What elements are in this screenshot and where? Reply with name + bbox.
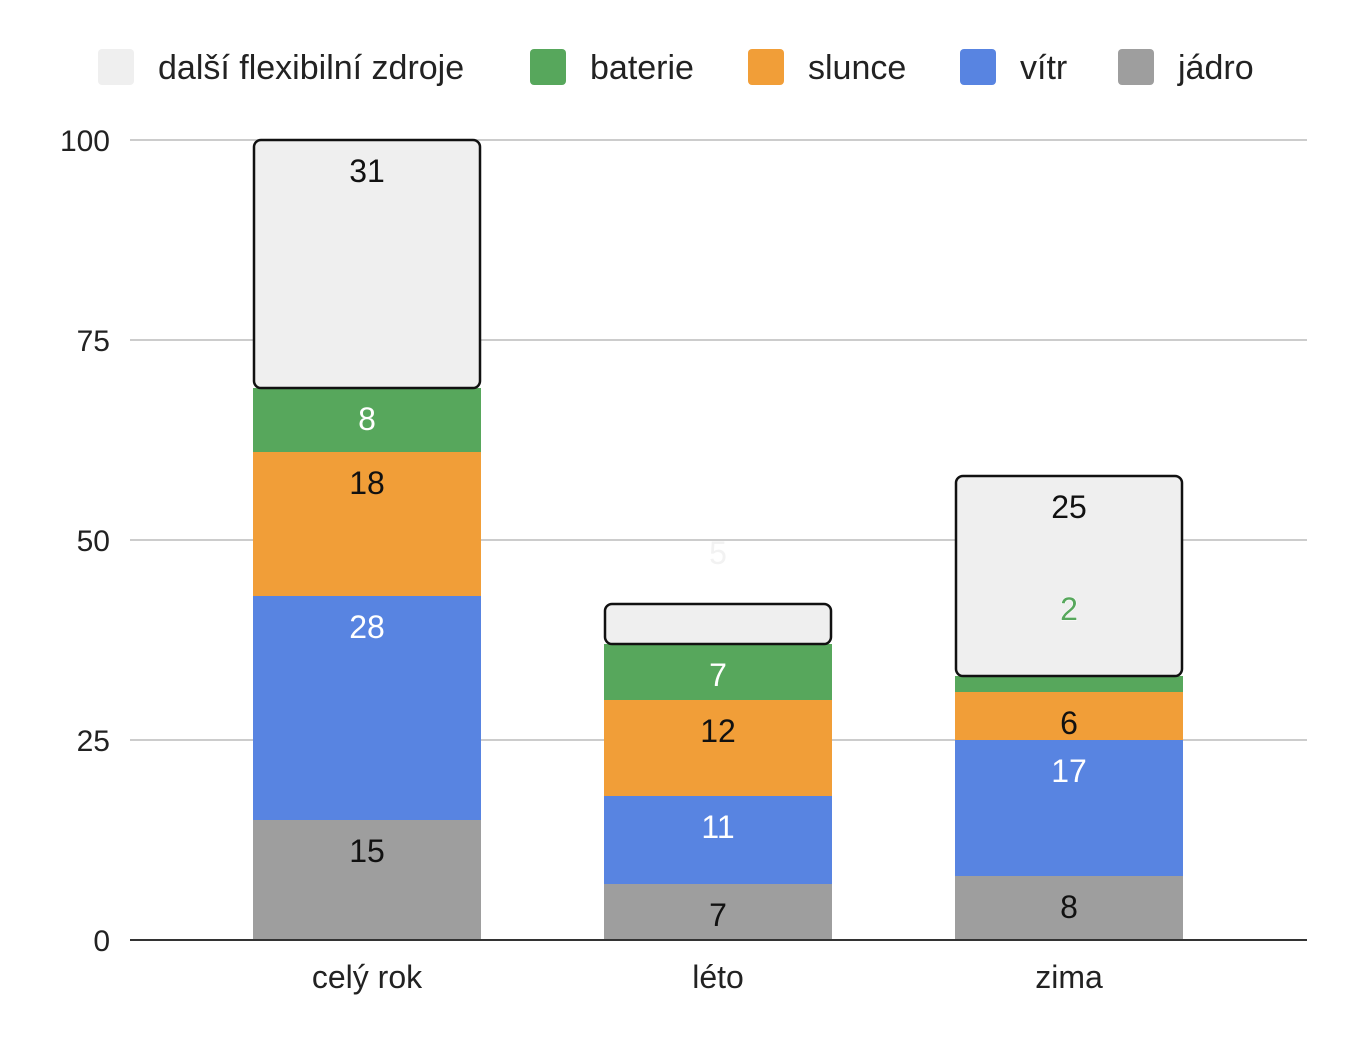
legend-swatch-jadro [1118, 49, 1154, 85]
data-label-vitr-cely-rok: 28 [349, 609, 385, 645]
data-label-slunce-leto: 12 [700, 713, 736, 749]
legend: další flexibilní zdroje baterie slunce vítr… [98, 49, 1254, 87]
data-label-jadro-cely-rok: 15 [349, 833, 385, 869]
bar-dalsi-flexibilni-zdroje-zima [954, 474, 1184, 678]
legend-swatch-dalsi-flexibilni-zdroje [98, 49, 134, 85]
legend-swatch-baterie [530, 49, 566, 85]
bar-slunce-zima [955, 692, 1183, 740]
data-label-vitr-zima: 17 [1051, 753, 1087, 789]
legend-label-baterie: baterie [590, 49, 694, 87]
y-tick-label: 100 [60, 125, 110, 158]
bars [252, 138, 1184, 940]
bar-jadro-cely-rok [253, 820, 481, 940]
y-tick-label: 50 [77, 525, 110, 558]
data-label-baterie-zima: 2 [1060, 591, 1078, 627]
legend-label-slunce: slunce [808, 49, 906, 87]
bar-slunce-leto [604, 700, 832, 796]
data-labels: 15 28 18 8 31 7 11 12 7 5 8 17 6 2 25 [349, 153, 1087, 933]
bar-baterie-cely-rok [253, 388, 481, 452]
y-tick-label: 25 [77, 725, 110, 758]
legend-swatch-slunce [748, 49, 784, 85]
bar-vitr-zima [955, 740, 1183, 876]
data-label-baterie-cely-rok: 8 [358, 401, 376, 437]
data-label-vitr-leto: 11 [701, 809, 734, 845]
legend-label-dalsi-flexibilni-zdroje: další flexibilní zdroje [158, 49, 464, 87]
bar-jadro-zima [955, 876, 1183, 940]
x-category-label: zima [1035, 959, 1103, 995]
bar-jadro-leto [604, 884, 832, 940]
legend-label-jadro: jádro [1177, 49, 1254, 87]
data-label-dalsi-flexibilni-zdroje-zima: 25 [1051, 489, 1087, 525]
data-label-dalsi-flexibilni-zdroje-leto: 5 [709, 535, 727, 571]
data-label-dalsi-flexibilni-zdroje-cely-rok: 31 [349, 153, 385, 189]
data-label-jadro-leto: 7 [709, 897, 727, 933]
bar-vitr-cely-rok [253, 596, 481, 820]
y-tick-label: 75 [77, 325, 110, 358]
data-label-slunce-cely-rok: 18 [349, 465, 385, 501]
x-category-label: léto [692, 959, 744, 995]
bar-vitr-leto [604, 796, 832, 884]
legend-swatch-vitr [960, 49, 996, 85]
y-tick-label: 0 [93, 925, 110, 958]
bar-baterie-zima [955, 676, 1183, 692]
bar-dalsi-flexibilni-zdroje-leto [603, 602, 833, 646]
y-axis: 0 25 50 75 100 [60, 125, 110, 958]
data-label-baterie-leto: 7 [709, 657, 727, 693]
data-label-slunce-zima: 6 [1060, 705, 1078, 741]
bar-slunce-cely-rok [253, 452, 481, 596]
data-label-jadro-zima: 8 [1060, 889, 1078, 925]
x-category-label: celý rok [312, 959, 423, 995]
x-axis: celý rok léto zima [130, 939, 1307, 995]
legend-label-vitr: vítr [1020, 49, 1067, 87]
bar-baterie-leto [604, 644, 832, 700]
bar-dalsi-flexibilni-zdroje-cely-rok [252, 138, 482, 390]
